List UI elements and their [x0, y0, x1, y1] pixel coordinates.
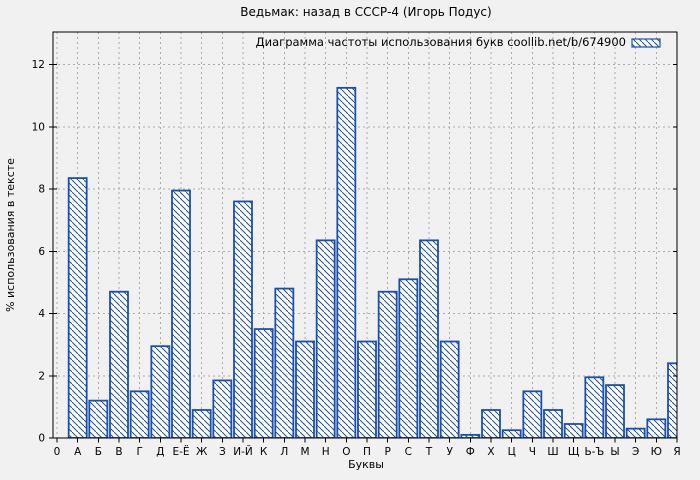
y-tick-label: 4 [38, 308, 45, 320]
bar-Б [88, 399, 109, 438]
chart-title: Ведьмак: назад в СССР-4 (Игорь Подус) [240, 5, 492, 19]
bar-Щ [563, 423, 584, 438]
bar-У [439, 340, 460, 438]
bar-В [109, 290, 129, 438]
bar-Г [129, 390, 150, 438]
bar-Ф [460, 433, 481, 438]
x-tick-label: О [342, 446, 350, 458]
bar-С [398, 278, 419, 438]
x-tick-label: Л [280, 446, 288, 458]
x-tick-label: Д [156, 446, 164, 458]
x-tick-label: Э [632, 446, 639, 458]
x-tick-label: З [219, 446, 226, 458]
bar-З [212, 379, 233, 438]
y-tick-label: 8 [38, 184, 45, 196]
bar-Ж [191, 409, 212, 438]
bar-Ю [646, 418, 667, 438]
x-tick-label: Т [425, 446, 433, 458]
bar-Э [625, 427, 646, 438]
bar-Ч [522, 390, 543, 438]
bar-И-Й [233, 200, 253, 438]
x-tick-label: А [74, 446, 82, 458]
y-tick-label: 6 [38, 246, 45, 258]
x-tick-label: Г [136, 446, 142, 458]
y-tick-label: 12 [32, 59, 45, 71]
x-tick-label: П [363, 446, 371, 458]
x-tick-label: Б [95, 446, 102, 458]
bar-Х [481, 409, 501, 438]
x-tick-label: Ж [196, 446, 208, 458]
x-tick-label: 0 [54, 446, 61, 458]
x-tick-label: М [300, 446, 309, 458]
x-tick-label: Ы [610, 446, 619, 458]
x-tick-label: Н [322, 446, 330, 458]
bar-О [336, 86, 357, 438]
x-tick-label: Ц [508, 446, 516, 458]
bars-group [67, 86, 677, 438]
x-tick-label: Ч [529, 446, 536, 458]
x-tick-label: Щ [568, 446, 580, 458]
x-tick-label: У [446, 446, 453, 458]
legend-label: Диаграмма частоты использования букв coo… [256, 35, 626, 49]
x-tick-label: И-Й [233, 445, 253, 458]
bar-Р [377, 290, 398, 438]
x-tick-label: Я [673, 446, 680, 458]
x-axis-label: Буквы [348, 458, 384, 471]
x-tick-label: Е-Ё [172, 445, 189, 458]
bar-П [357, 340, 377, 438]
x-tick-label: Ю [651, 446, 662, 458]
y-tick-label: 2 [38, 370, 45, 382]
bar-Л [274, 287, 295, 438]
y-axis-label: % использования в тексте [4, 158, 17, 312]
x-tick-label: В [115, 446, 122, 458]
bar-Ы [605, 384, 625, 438]
bar-Ш [543, 409, 563, 438]
bar-К [253, 328, 274, 438]
x-tick-label: Ь-Ъ [584, 446, 604, 458]
plot-frame [52, 31, 678, 439]
bar-Н [315, 239, 336, 438]
x-tick-label: Ш [547, 446, 558, 458]
bar-Е-Ё [171, 189, 191, 438]
bar-Д [150, 345, 171, 438]
bar-А [67, 177, 88, 438]
x-tick-label: Р [384, 446, 390, 458]
bar-Ц [501, 429, 522, 438]
bar-Я [667, 362, 677, 438]
x-tick-label: К [260, 446, 268, 458]
x-tick-label: С [405, 446, 412, 458]
y-tick-label: 10 [32, 121, 45, 133]
y-tick-label: 0 [38, 433, 45, 445]
bar-Т [419, 239, 439, 438]
bar-М [295, 340, 315, 438]
x-tick-label: Ф [466, 446, 475, 458]
legend-swatch [631, 38, 661, 48]
x-tick-label: Х [487, 446, 494, 458]
bar-Ь-Ъ [584, 376, 605, 438]
